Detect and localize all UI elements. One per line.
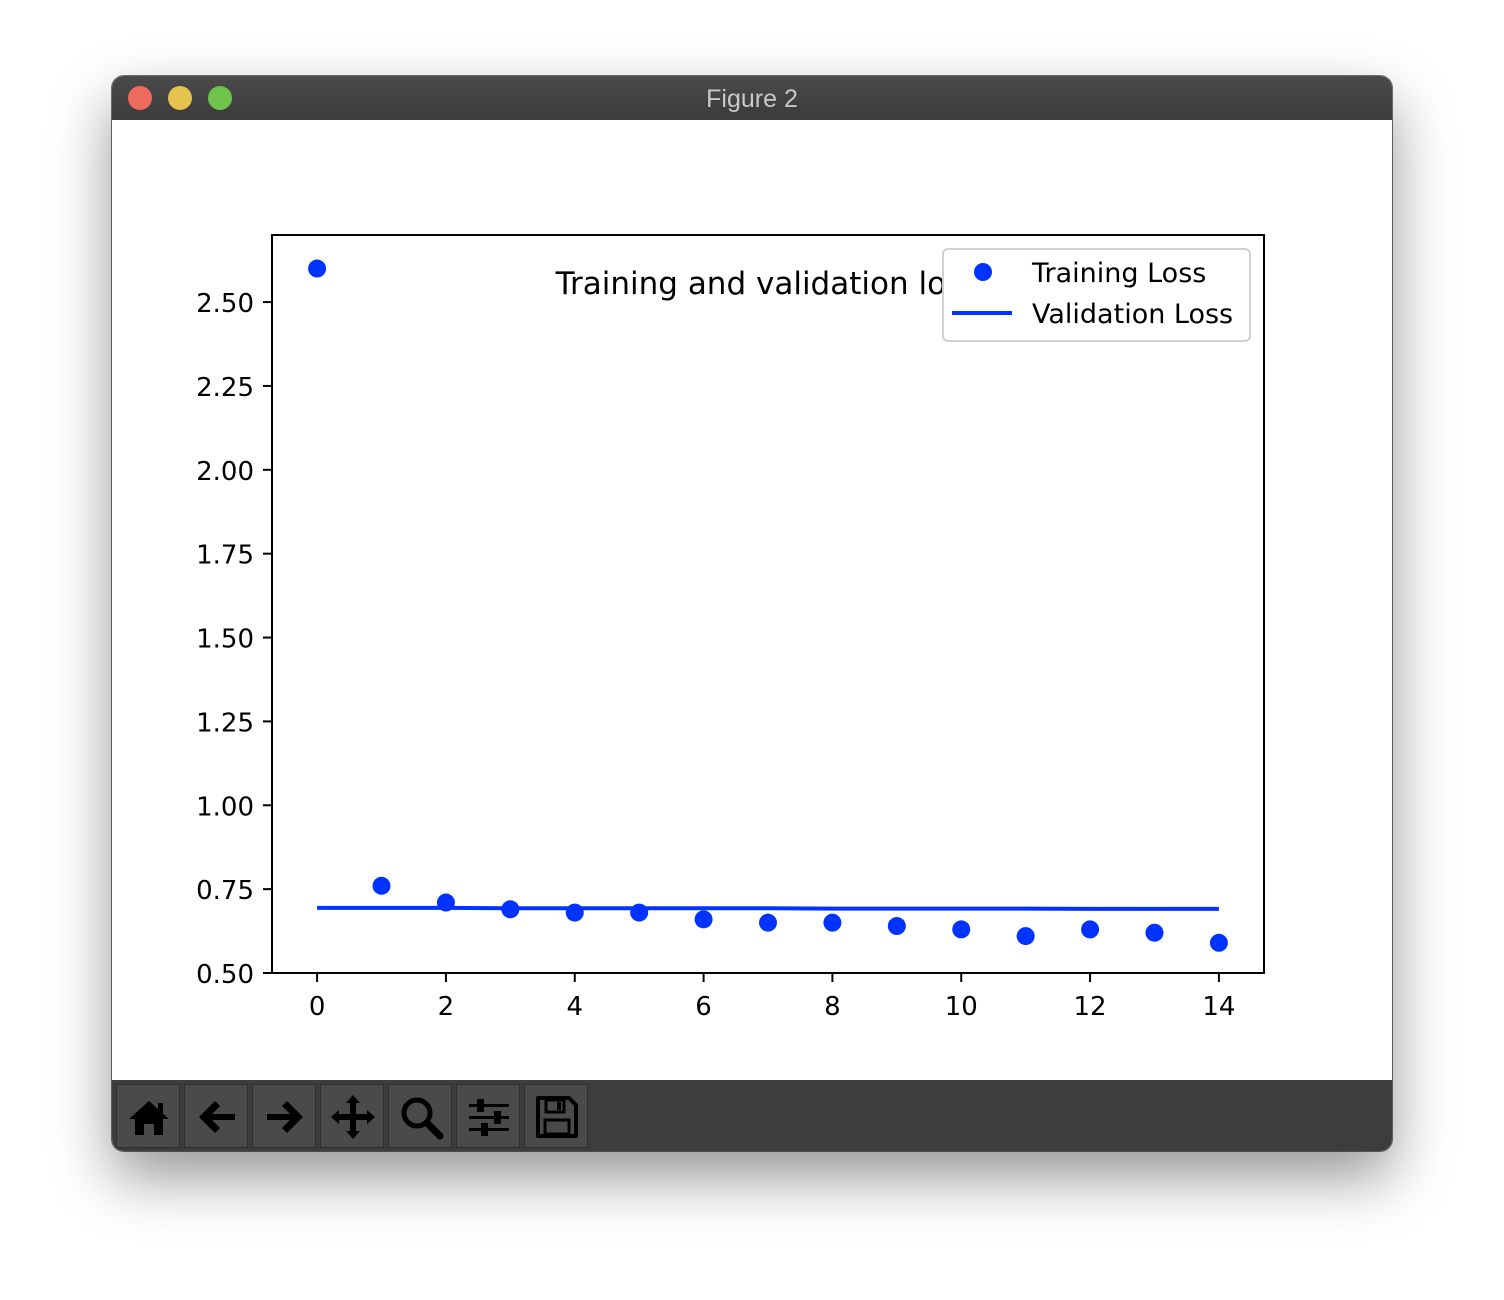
legend-frame xyxy=(942,248,1251,342)
minimize-window-button[interactable] xyxy=(168,86,192,110)
training-loss-point xyxy=(501,900,520,919)
x-axis: 0 2 4 6 8 10 12 14 xyxy=(309,973,1235,1022)
move-icon xyxy=(331,1095,375,1139)
y-tick-label: 0.50 xyxy=(196,960,254,990)
configure-subplots-button[interactable] xyxy=(456,1084,520,1148)
sliders-icon xyxy=(469,1099,509,1136)
x-tick-label: 10 xyxy=(945,992,978,1022)
chart: Training and validation loss 0.50 0.75 1.0… xyxy=(196,234,1265,1022)
zoom-button[interactable] xyxy=(388,1084,452,1148)
series-layer xyxy=(308,259,1228,952)
x-tick-label: 12 xyxy=(1074,992,1107,1022)
floppy-disk-icon xyxy=(536,1096,578,1138)
y-tick-label: 0.75 xyxy=(196,876,254,906)
legend-marker-training-loss xyxy=(974,263,992,281)
x-tick-label: 0 xyxy=(309,992,326,1022)
forward-button[interactable] xyxy=(252,1084,316,1148)
y-tick-label: 1.50 xyxy=(196,625,254,655)
navigation-toolbar xyxy=(112,1080,1392,1151)
training-loss-point xyxy=(887,917,906,936)
training-loss-point xyxy=(1209,933,1228,952)
y-tick-label: 1.00 xyxy=(196,792,254,822)
y-tick-label: 2.50 xyxy=(196,289,254,319)
y-tick-label: 2.00 xyxy=(196,457,254,487)
save-button[interactable] xyxy=(524,1084,588,1148)
home-icon xyxy=(129,1101,169,1135)
y-axis: 0.50 0.75 1.00 1.25 1.50 1.75 2.00 2.25 2.50 xyxy=(196,289,272,990)
figure-canvas: Training and validation loss 0.50 0.75 1.0… xyxy=(112,120,1392,1080)
training-loss-point xyxy=(759,913,777,932)
home-button[interactable] xyxy=(116,1084,180,1148)
training-loss-point xyxy=(694,910,713,929)
legend-label-training-loss: Training Loss xyxy=(1031,258,1206,289)
x-tick-label: 2 xyxy=(438,992,455,1022)
training-loss-point xyxy=(1016,927,1035,946)
window-title: Figure 2 xyxy=(706,85,798,113)
x-tick-label: 8 xyxy=(824,992,841,1022)
legend: Training Loss Validation Loss xyxy=(942,248,1251,342)
close-window-button[interactable] xyxy=(128,86,152,110)
x-tick-label: 14 xyxy=(1202,992,1235,1022)
title-bar[interactable]: Figure 2 xyxy=(112,76,1392,121)
training-loss-point xyxy=(1081,920,1100,939)
magnifier-icon xyxy=(401,1097,444,1140)
chart-title: Training and validation loss xyxy=(555,266,979,302)
back-button[interactable] xyxy=(184,1084,248,1148)
pan-button[interactable] xyxy=(320,1084,384,1148)
training-loss-point xyxy=(1145,923,1164,942)
arrow-right-icon xyxy=(267,1101,303,1133)
figure-window: Figure 2 Training and validation loss 0.… xyxy=(112,76,1392,1151)
legend-label-validation-loss: Validation Loss xyxy=(1032,299,1233,330)
training-loss-point xyxy=(630,903,649,922)
plot-area-frame xyxy=(271,234,1265,974)
zoom-window-button[interactable] xyxy=(208,86,232,110)
training-loss-point xyxy=(372,876,391,895)
y-tick-label: 2.25 xyxy=(196,373,254,403)
validation-loss-line xyxy=(317,905,1219,911)
y-tick-label: 1.75 xyxy=(196,541,254,571)
training-loss-point xyxy=(565,903,584,922)
training-loss-point xyxy=(952,920,971,939)
training-loss-point xyxy=(308,259,327,278)
training-loss-point xyxy=(436,893,455,912)
arrow-left-icon xyxy=(199,1101,235,1133)
y-tick-label: 1.25 xyxy=(196,708,254,738)
x-tick-label: 4 xyxy=(566,992,583,1022)
x-tick-label: 6 xyxy=(695,992,712,1022)
training-loss-point xyxy=(823,913,842,932)
